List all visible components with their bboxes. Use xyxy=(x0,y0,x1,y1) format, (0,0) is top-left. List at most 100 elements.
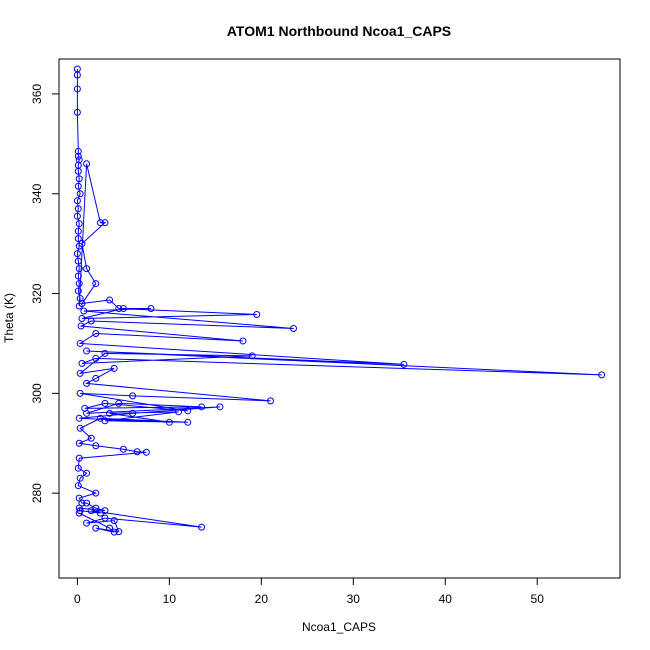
data-point xyxy=(198,523,206,531)
series-line xyxy=(76,68,602,533)
data-point xyxy=(80,307,88,315)
data-point xyxy=(96,219,104,227)
data-point xyxy=(106,409,114,417)
data-point xyxy=(74,167,82,175)
data-point xyxy=(147,305,155,313)
plot-frame xyxy=(58,58,621,579)
data-point xyxy=(184,418,192,426)
data-point xyxy=(248,352,256,360)
data-point xyxy=(110,528,118,536)
data-point xyxy=(74,257,82,265)
y-tick-label: 280 xyxy=(30,483,44,503)
plot-area xyxy=(73,65,606,536)
data-point xyxy=(92,329,100,337)
data-point xyxy=(78,359,86,367)
data-point xyxy=(74,205,82,213)
data-point xyxy=(92,374,100,382)
y-axis: 280 300 320 340 360 xyxy=(30,84,60,503)
data-point xyxy=(142,448,150,456)
data-point xyxy=(75,280,83,288)
x-tick-label: 30 xyxy=(347,592,361,606)
data-point xyxy=(76,190,84,198)
data-point xyxy=(115,528,123,536)
data-point xyxy=(78,300,86,308)
data-point xyxy=(83,379,91,387)
data-point xyxy=(75,509,83,517)
data-point xyxy=(73,250,81,258)
data-point xyxy=(92,489,100,497)
data-point xyxy=(83,347,91,355)
data-point xyxy=(253,311,261,319)
data-point xyxy=(74,182,82,190)
x-tick-label: 0 xyxy=(74,592,81,606)
chart-title: ATOM1 Northbound Ncoa1_CAPS xyxy=(227,23,451,39)
data-point xyxy=(115,305,123,313)
data-point xyxy=(129,409,137,417)
x-tick-label: 10 xyxy=(163,592,177,606)
data-point xyxy=(83,160,91,168)
data-point xyxy=(74,464,82,472)
data-point xyxy=(175,408,183,416)
data-point xyxy=(101,399,109,407)
x-axis: 0 10 20 30 40 50 xyxy=(74,577,545,606)
data-point xyxy=(74,235,82,243)
data-point xyxy=(76,424,84,432)
data-point xyxy=(92,354,100,362)
x-tick-label: 40 xyxy=(439,592,453,606)
y-axis-label: Theta (K) xyxy=(2,293,16,343)
data-point xyxy=(110,517,118,525)
data-point xyxy=(75,414,83,422)
data-point xyxy=(74,482,82,490)
data-point xyxy=(76,474,84,482)
data-point xyxy=(75,265,83,273)
data-point xyxy=(74,227,82,235)
data-point xyxy=(101,514,109,522)
data-point xyxy=(75,454,83,462)
data-point xyxy=(74,272,82,280)
data-point xyxy=(92,280,100,288)
data-point xyxy=(165,418,173,426)
data-point xyxy=(598,371,606,379)
data-point xyxy=(77,322,85,330)
data-point xyxy=(290,324,298,332)
data-point xyxy=(267,397,275,405)
data-point xyxy=(92,524,100,532)
y-tick-label: 300 xyxy=(30,383,44,403)
x-tick-label: 20 xyxy=(255,592,269,606)
data-point xyxy=(76,339,84,347)
data-point xyxy=(73,197,81,205)
data-point xyxy=(76,369,84,377)
x-tick-label: 50 xyxy=(531,592,545,606)
data-point xyxy=(184,407,192,415)
data-point xyxy=(400,360,408,368)
data-point xyxy=(106,296,114,304)
data-point xyxy=(216,403,224,411)
data-point xyxy=(92,442,100,450)
data-point xyxy=(96,414,104,422)
y-tick-label: 320 xyxy=(30,283,44,303)
data-point xyxy=(133,448,141,456)
data-point xyxy=(75,220,83,228)
data-point xyxy=(110,364,118,372)
data-point xyxy=(101,349,109,357)
data-point xyxy=(87,317,95,325)
data-point xyxy=(83,265,91,273)
data-point xyxy=(74,152,82,160)
data-point xyxy=(101,219,109,227)
data-point xyxy=(115,399,123,407)
data-point xyxy=(198,403,206,411)
data-point xyxy=(73,71,81,79)
data-point xyxy=(87,507,95,515)
data-point xyxy=(119,445,127,453)
data-point xyxy=(83,519,91,527)
data-point xyxy=(74,147,82,155)
data-point xyxy=(76,389,84,397)
data-point xyxy=(83,409,91,417)
data-point xyxy=(73,108,81,116)
x-axis-label: Ncoa1_CAPS xyxy=(302,620,376,634)
data-point xyxy=(83,499,91,507)
data-point xyxy=(106,524,114,532)
data-point xyxy=(73,85,81,93)
data-point xyxy=(83,469,91,477)
